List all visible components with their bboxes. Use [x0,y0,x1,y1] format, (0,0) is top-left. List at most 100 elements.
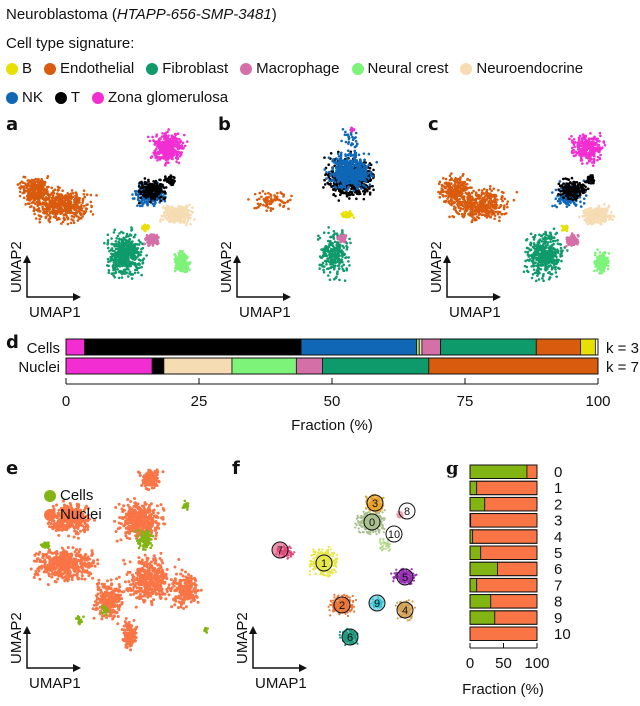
umap-point [161,144,165,148]
umap-point [139,196,143,200]
umap-point [47,213,50,217]
umap-point [114,260,118,264]
umap-point [132,235,136,239]
umap-point [35,187,38,191]
umap-point [562,196,565,200]
umap-point [585,149,589,152]
umap-point [441,193,444,197]
umap-point [596,255,599,259]
umap-point [75,196,79,200]
umap-point [26,179,30,182]
umap-point [532,257,535,261]
umap-point [592,160,595,164]
umap-point [541,277,544,280]
umap-point [512,198,516,202]
umap-point [582,136,586,140]
umap-point [577,138,581,142]
umap-point [564,188,568,192]
umap-point [155,142,158,145]
umap-point [173,141,177,144]
umap-point [170,215,173,218]
umap-point [169,217,172,221]
umap-point [186,219,190,222]
umap-point [576,241,579,244]
umap-point [176,150,180,154]
umap-point [164,131,167,135]
umap-point [455,210,458,214]
umap-point [162,214,166,217]
umap-point [139,186,143,190]
umap-point [568,197,572,201]
umap-point [552,246,555,250]
umap-point [460,189,464,193]
umap-point [457,190,460,194]
umap-point [577,188,581,191]
umap-point [133,233,137,237]
umap-point [548,270,551,274]
umap-point [531,235,535,239]
umap-point [152,139,155,142]
umap-point [117,276,121,280]
umap-point [107,260,110,264]
umap-point [183,260,187,263]
umap-point [566,192,570,196]
umap-point [163,199,167,203]
umap-point [606,259,609,263]
cell-type-legend: B Endothelial Fibroblast Macrophage Neural c… [6,60,636,106]
umap-point [445,183,449,186]
legend-dot-icon [146,62,159,75]
umap-point [548,276,552,279]
umap-point [54,204,57,208]
umap-point [543,242,547,245]
legend-dot-icon [6,91,18,104]
umap-point [64,201,67,205]
umap-point [169,174,173,178]
umap-point [538,233,541,236]
umap-point [489,204,492,207]
umap-point [90,204,93,208]
umap-point [46,176,49,180]
umap-point [21,181,25,185]
umap-point [45,212,49,215]
umap-point [163,146,167,149]
umap-point [524,250,527,254]
umap-point [603,202,606,206]
umap-point [536,243,540,247]
legend-item-nk: NK [6,89,43,106]
umap-point [121,231,125,235]
umap-point [586,141,590,144]
umap-point [60,222,63,225]
umap-point [130,226,133,229]
umap-point [70,196,74,199]
umap-point [488,199,492,202]
umap-point [544,239,547,243]
umap-point [143,190,146,194]
umap-point [159,218,162,221]
umap-point [69,221,73,225]
umap-point [79,213,82,217]
umap-point [23,175,27,179]
umap-point [574,189,578,192]
umap-point [172,148,176,152]
umap-point [172,175,175,179]
umap-point [40,189,43,192]
umap-point [158,196,161,200]
umap-point [110,247,114,250]
umap-point [143,242,146,246]
umap-point [476,197,480,200]
umap-point [42,187,45,191]
umap-point [586,146,590,150]
umap-point [462,188,466,191]
umap-point [556,199,560,203]
umap-point [124,240,128,244]
umap-point [185,140,189,143]
umap-point [64,194,67,197]
umap-point [555,275,558,278]
umap-point [586,187,590,191]
umap-point [54,209,57,213]
umap-point [490,189,493,193]
umap-point [457,177,461,181]
umap-point [135,251,139,255]
umap-point [455,194,459,198]
umap-point [149,200,152,204]
